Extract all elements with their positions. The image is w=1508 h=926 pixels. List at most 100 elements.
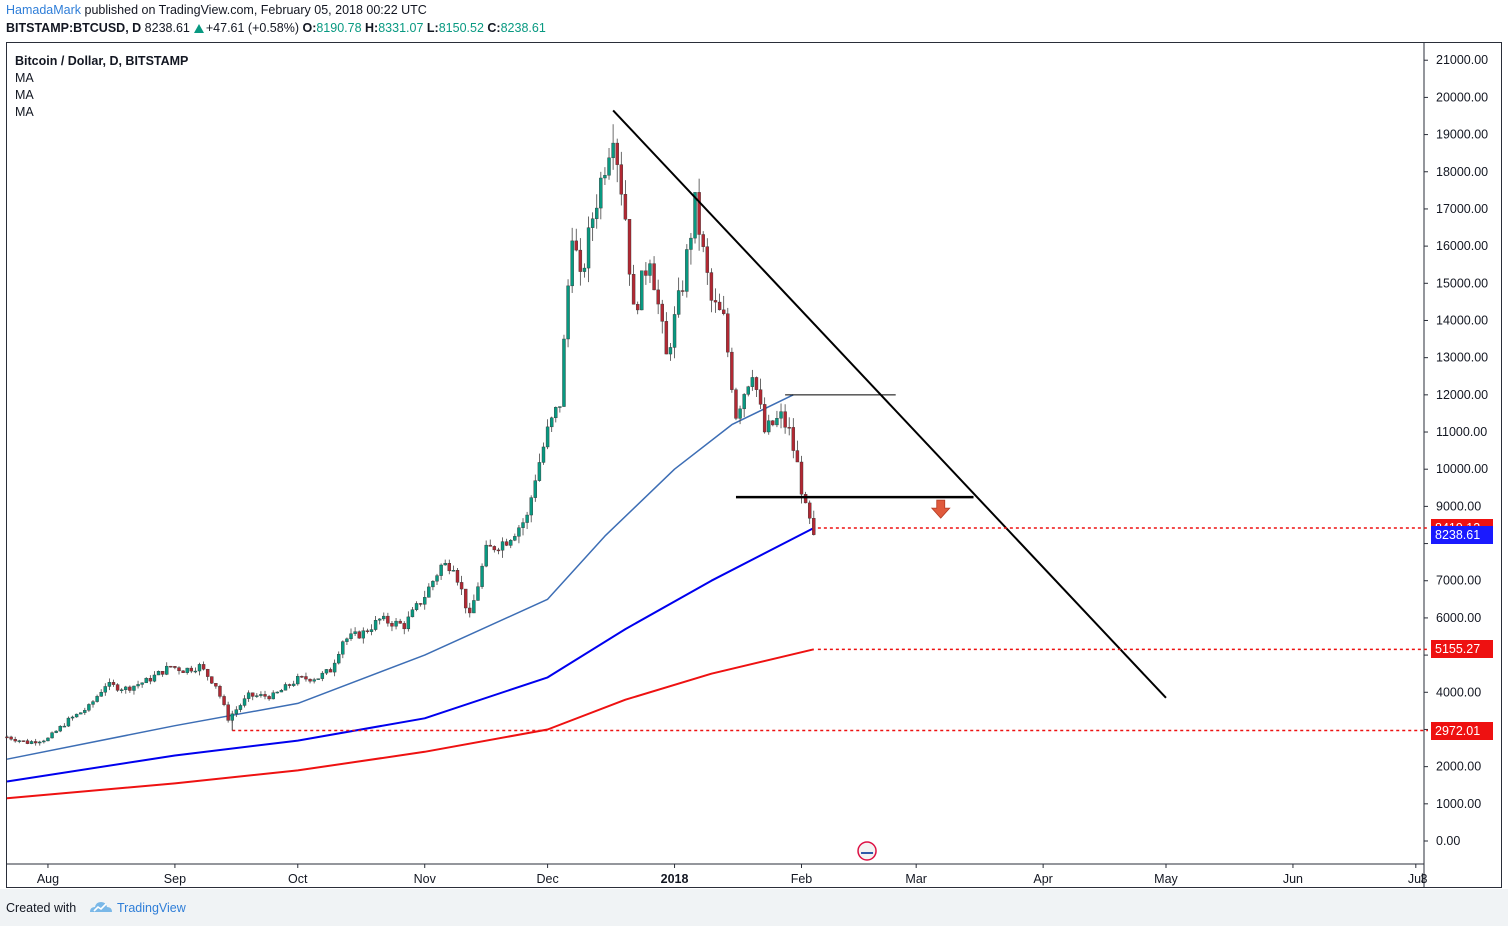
ma-slow-line [6,648,815,800]
candle [480,563,484,589]
candle [545,419,550,450]
candle [427,583,431,598]
candle [79,712,83,715]
candle [615,138,619,183]
candle [74,713,79,718]
tradingview-logo-icon[interactable] [88,899,114,915]
candle [795,440,800,463]
candle [644,262,648,285]
candle [99,689,103,697]
candle [631,264,636,305]
legend-ma-2[interactable]: MA [15,88,34,102]
candle [46,737,50,742]
candle [451,565,456,572]
candle [537,453,542,482]
candle [304,672,308,682]
candle [128,685,132,693]
candle [377,618,382,625]
candle [758,378,763,410]
candle [242,695,247,708]
candle [394,618,398,630]
y-tick-label: 19000.00 [1436,128,1488,142]
candle [431,580,435,591]
candle [328,667,333,673]
y-tick-label: 17000.00 [1436,202,1488,216]
candle [283,682,288,691]
ma-mid-line [6,527,815,783]
candle [570,227,574,293]
candle [341,640,345,659]
candle [29,740,34,745]
candle [345,637,349,646]
candle [676,277,681,318]
candle [398,618,402,624]
candle [62,723,67,728]
x-tick-label: Dec [536,872,558,886]
candle [87,703,91,712]
candle [251,692,255,701]
candle [132,685,136,695]
y-tick-label: 1000.00 [1436,797,1481,811]
candle [210,676,214,685]
candle [91,699,95,708]
x-tick-label: Feb [791,872,813,886]
candle [124,685,128,694]
open-label: O: [302,21,317,35]
candle [476,582,480,601]
candle [521,518,525,536]
candle [406,611,411,632]
candle [402,621,406,635]
candle [33,738,38,746]
high-value: 8331.07 [378,21,424,35]
candle [21,740,26,742]
close-value: 8238.61 [500,21,546,35]
candle [148,675,153,685]
created-with-text: Created with [6,901,77,915]
chart-legend: Bitcoin / Dollar, D, BITSTAMP MA MA MA [15,53,188,121]
last-price: 8238.61 [144,21,190,35]
candle [169,665,173,668]
candle [484,540,488,568]
candle [357,630,361,639]
y-tick-label: 4000.00 [1436,685,1481,699]
candle [361,627,365,644]
low-label: L: [426,21,439,35]
candle [246,690,251,702]
candle [504,538,509,547]
price-chart[interactable]: 0.00 1000.00 2000.00 4000.00 6000.00 7000.00 9… [0,0,1508,889]
candle [13,736,17,743]
author-link[interactable]: HamadaMark [6,3,82,17]
candle [332,659,337,677]
candle [468,602,472,618]
legend-ma-1[interactable]: MA [15,71,34,85]
candle [799,455,804,504]
candle [287,683,292,689]
symbol-name: BITSTAMP:BTCUSD, D [6,21,142,35]
candle [533,474,538,502]
candle [156,670,161,676]
candle [664,312,669,355]
candle [472,594,476,614]
candle [500,537,505,558]
y-tick-label: 10000.00 [1436,462,1488,476]
legend-title: Bitcoin / Dollar, D, BITSTAMP [15,54,189,68]
candle [193,667,198,674]
x-tick-label: Jul [1408,872,1424,886]
published-text: published on TradingView.com, February 0… [81,3,427,17]
candle [635,301,640,315]
y-tick-label: 2000.00 [1436,760,1481,774]
chart-frame[interactable] [6,42,1502,888]
x-tick-label: May [1154,872,1178,886]
tradingview-link[interactable]: TradingView [117,901,186,915]
candle [705,238,710,285]
legend-ma-3[interactable]: MA [15,105,34,119]
x-tick-label: Apr [1033,872,1052,886]
candle [721,295,726,316]
candle [717,293,722,311]
candle [738,405,742,425]
candle [418,603,423,607]
candle [279,688,284,693]
x-tick-label: Aug [37,872,59,886]
y-tick-label: 16000.00 [1436,239,1488,253]
level-label-5155: 5155.27 [1431,640,1493,659]
